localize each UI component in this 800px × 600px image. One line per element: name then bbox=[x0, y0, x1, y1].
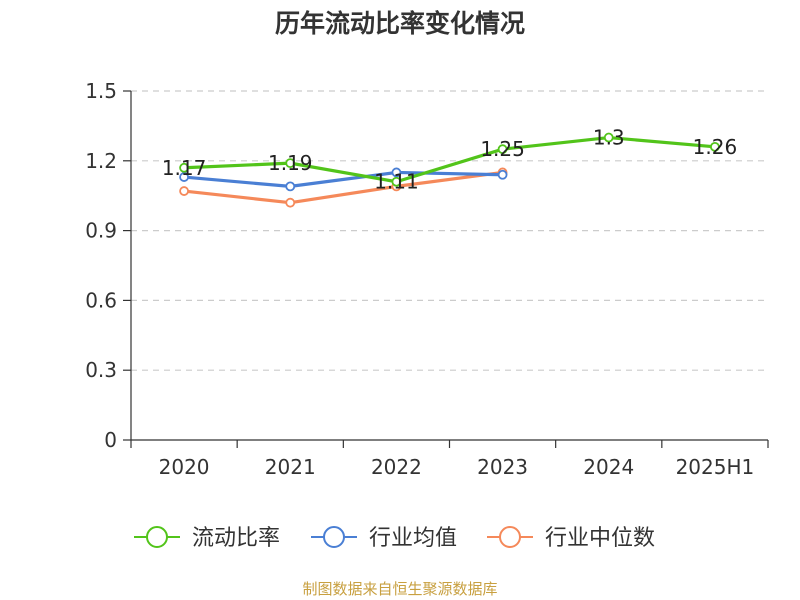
legend-marker bbox=[499, 526, 521, 548]
legend-item[interactable]: 流动比率 bbox=[134, 526, 280, 551]
y-tick-label: 1.2 bbox=[85, 149, 117, 173]
legend-marker bbox=[323, 526, 345, 548]
data-point bbox=[603, 132, 614, 143]
x-tick-label: 2022 bbox=[371, 455, 422, 479]
y-tick-label: 0.9 bbox=[85, 219, 117, 243]
series-line bbox=[184, 135, 716, 184]
source-note: 制图数据来自恒生聚源数据库 bbox=[302, 580, 498, 598]
x-tick-label: 2020 bbox=[159, 455, 210, 479]
data-point bbox=[391, 167, 402, 178]
x-tick-label: 2021 bbox=[265, 455, 316, 479]
data-point bbox=[179, 162, 189, 173]
x-tick-label: 2023 bbox=[477, 455, 528, 479]
y-tick-label: 0 bbox=[104, 428, 117, 452]
data-point bbox=[391, 176, 402, 187]
series-line bbox=[183, 170, 503, 188]
data-label: 1.17 bbox=[162, 156, 207, 180]
series-line bbox=[183, 170, 503, 205]
data-point bbox=[497, 144, 508, 155]
x-tick-label: 2024 bbox=[583, 455, 634, 479]
data-label: 1.11 bbox=[374, 170, 419, 194]
data-point bbox=[179, 172, 189, 182]
legend-marker bbox=[146, 526, 168, 548]
y-tick-label: 1.5 bbox=[85, 79, 117, 103]
data-point bbox=[285, 197, 296, 208]
data-label: 1.3 bbox=[593, 126, 625, 150]
chart-title: 历年流动比率变化情况 bbox=[274, 9, 525, 38]
data-point bbox=[285, 158, 296, 169]
x-tick-label: 2025H1 bbox=[676, 455, 755, 479]
data-label: 1.25 bbox=[480, 137, 525, 161]
data-label: 1.19 bbox=[268, 151, 313, 175]
data-point bbox=[497, 169, 508, 180]
legend-item[interactable]: 行业中位数 bbox=[487, 526, 655, 551]
legend-item[interactable]: 行业均值 bbox=[311, 526, 457, 551]
data-point bbox=[710, 141, 720, 152]
legend-label: 行业中位数 bbox=[545, 526, 655, 551]
legend-label: 流动比率 bbox=[192, 526, 280, 551]
legend-label: 行业均值 bbox=[369, 526, 457, 551]
y-tick-label: 0.3 bbox=[85, 358, 117, 382]
y-tick-label: 0.6 bbox=[85, 288, 117, 312]
data-label: 1.26 bbox=[693, 135, 738, 159]
data-point bbox=[179, 186, 189, 196]
data-point bbox=[285, 181, 296, 192]
